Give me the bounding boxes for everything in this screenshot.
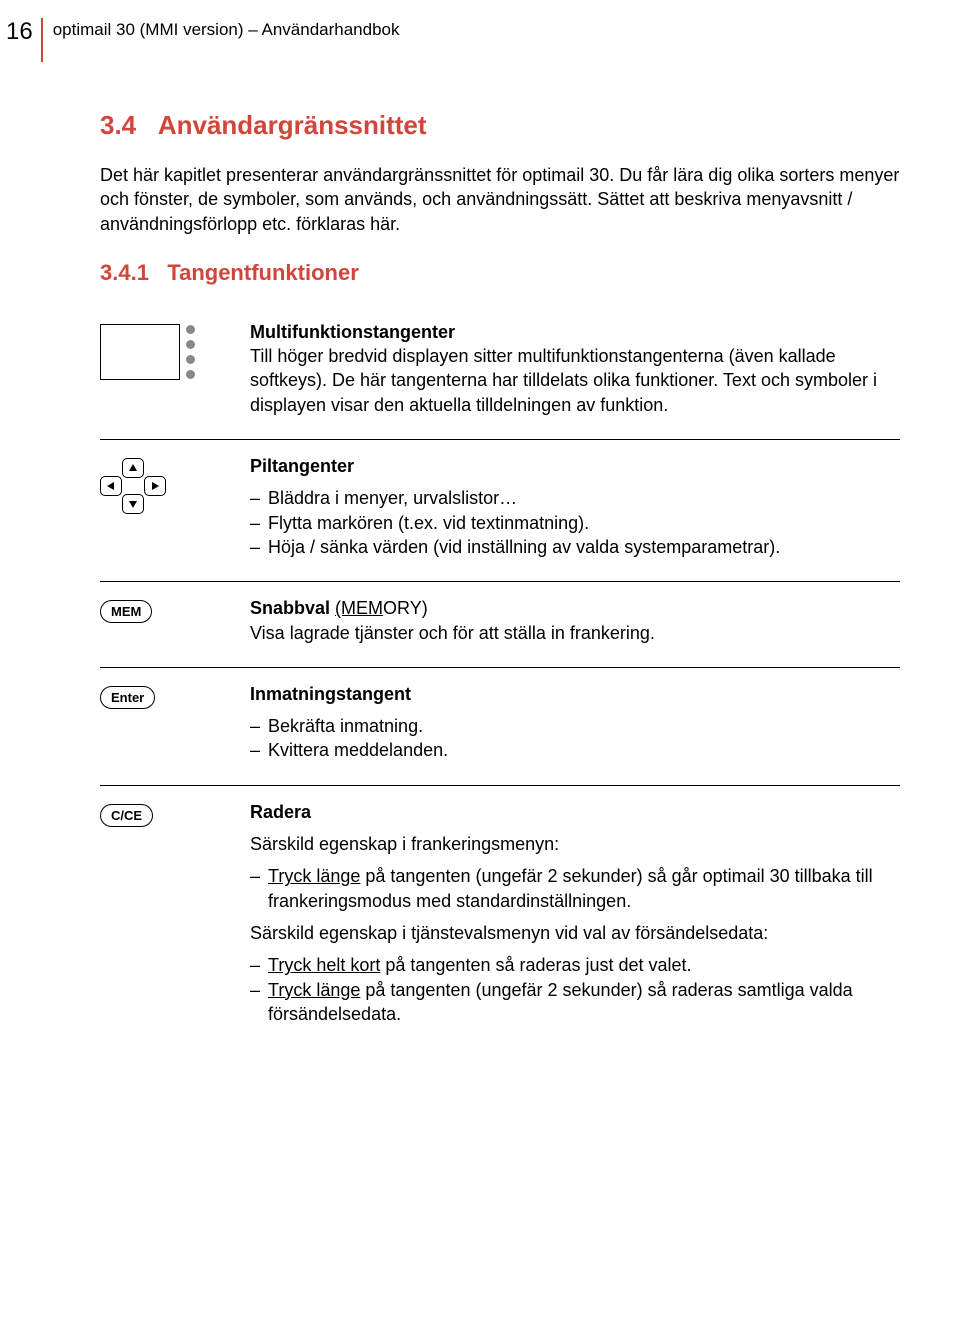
block-arrows: Piltangenter Bläddra i menyer, urvalslis… bbox=[100, 439, 900, 581]
cce-li2-prefix: Tryck helt kort bbox=[268, 955, 380, 975]
subsection-number: 3.4.1 bbox=[100, 260, 149, 285]
softkey-icon bbox=[100, 320, 250, 380]
list-item: Tryck länge på tangenten (ungefär 2 seku… bbox=[250, 978, 900, 1027]
page-header: 16 optimail 30 (MMI version) – Användarh… bbox=[0, 18, 400, 62]
cce-p1: Särskild egenskap i frankeringsmenyn: bbox=[250, 832, 900, 856]
list-item: Kvittera meddelanden. bbox=[250, 738, 900, 762]
mem-body: Visa lagrade tjänster och för att ställa… bbox=[250, 623, 655, 643]
list-item: Höja / sänka värden (vid inställning av … bbox=[250, 535, 900, 559]
section-number: 3.4 bbox=[100, 110, 136, 140]
block-enter: Enter Inmatningstangent Bekräfta inmatni… bbox=[100, 667, 900, 785]
mem-underline: (MEM bbox=[335, 598, 383, 618]
multifunction-body: Till höger bredvid displayen sitter mult… bbox=[250, 346, 877, 415]
cce-p2: Särskild egenskap i tjänstevalsmenyn vid… bbox=[250, 921, 900, 945]
enter-key-label: Enter bbox=[100, 686, 155, 709]
section-intro: Det här kapitlet presenterar användargrä… bbox=[100, 163, 900, 236]
mem-key-icon: MEM bbox=[100, 596, 250, 623]
header-title: optimail 30 (MMI version) – Användarhand… bbox=[53, 18, 400, 40]
subsection-title: 3.4.1 Tangentfunktioner bbox=[100, 260, 900, 286]
page-number: 16 bbox=[0, 18, 41, 52]
cce-li1-prefix: Tryck länge bbox=[268, 866, 360, 886]
cce-title: Radera bbox=[250, 800, 900, 824]
mem-key-label: MEM bbox=[100, 600, 152, 623]
block-multifunction: Multifunktionstangenter Till höger bredv… bbox=[100, 306, 900, 439]
section-title: 3.4 Användargränssnittet bbox=[100, 110, 900, 141]
enter-key-icon: Enter bbox=[100, 682, 250, 709]
arrowpad-icon bbox=[100, 454, 250, 514]
mem-suffix: ORY) bbox=[383, 598, 428, 618]
subsection-heading: Tangentfunktioner bbox=[167, 260, 358, 285]
list-item: Tryck helt kort på tangenten så raderas … bbox=[250, 953, 900, 977]
section-heading: Användargränssnittet bbox=[158, 110, 427, 140]
enter-title: Inmatningstangent bbox=[250, 682, 900, 706]
block-mem: MEM Snabbval (MEMORY) Visa lagrade tjäns… bbox=[100, 581, 900, 667]
list-item: Flytta markören (t.ex. vid textinmatning… bbox=[250, 511, 900, 535]
cce-li3-prefix: Tryck länge bbox=[268, 980, 360, 1000]
cce-li2-rest: på tangenten så raderas just det valet. bbox=[380, 955, 691, 975]
cce-key-icon: C/CE bbox=[100, 800, 250, 827]
header-divider bbox=[41, 18, 43, 62]
block-cce: C/CE Radera Särskild egenskap i frankeri… bbox=[100, 785, 900, 1048]
arrows-title: Piltangenter bbox=[250, 454, 900, 478]
list-item: Bläddra i menyer, urvalslistor… bbox=[250, 486, 900, 510]
cce-key-label: C/CE bbox=[100, 804, 153, 827]
list-item: Bekräfta inmatning. bbox=[250, 714, 900, 738]
mem-title: Snabbval bbox=[250, 598, 330, 618]
list-item: Tryck länge på tangenten (ungefär 2 seku… bbox=[250, 864, 900, 913]
multifunction-title: Multifunktionstangenter bbox=[250, 322, 455, 342]
